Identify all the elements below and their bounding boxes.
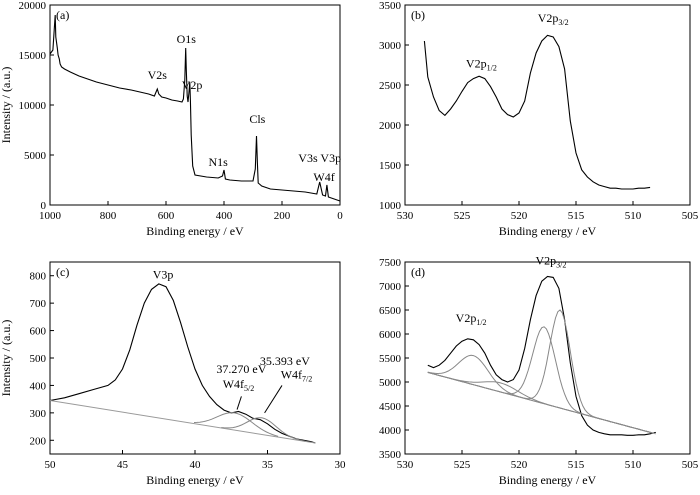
peak-label: N1s: [209, 155, 229, 169]
y-tick-label: 500: [30, 353, 47, 365]
peak-label: V3s V3p: [298, 151, 341, 165]
y-tick-label: 3000: [379, 40, 402, 52]
y-tick-label: 400: [30, 380, 47, 392]
x-tick-label: 530: [397, 459, 414, 471]
y-tick-label: 7500: [379, 257, 402, 269]
y-tick-label: 1500: [379, 160, 402, 172]
y-tick-label: 10000: [19, 100, 47, 112]
x-tick-label: 50: [45, 459, 57, 471]
x-tick-label: 520: [511, 210, 528, 222]
y-tick-label: 200: [30, 435, 47, 447]
y-tick-label: 1000: [379, 200, 402, 212]
x-tick-label: 30: [335, 459, 347, 471]
fit-component: [193, 412, 279, 437]
y-tick-label: 4000: [379, 425, 402, 437]
y-tick-label: 2000: [379, 120, 402, 132]
x-tick-label: 515: [568, 459, 585, 471]
x-tick-label: 800: [100, 210, 117, 222]
y-tick-label: 800: [30, 271, 47, 283]
x-tick-label: 505: [682, 459, 699, 471]
y-tick-label: 3500: [379, 0, 402, 12]
x-axis-title: Binding energy / eV: [146, 473, 244, 487]
panel-tag: (c): [56, 265, 69, 279]
series-line: [423, 34, 651, 190]
x-tick-label: 35: [262, 459, 274, 471]
annotation-arrow: [236, 396, 242, 410]
series-line: [49, 14, 341, 202]
y-tick-label: 4500: [379, 401, 402, 413]
panel-tag: (a): [56, 8, 69, 22]
peak-label: V2p1/2: [456, 311, 487, 327]
x-axis-title: Binding energy / eV: [146, 224, 244, 238]
panel-tag: (b): [411, 8, 425, 22]
peak-label: W4f7/2: [281, 368, 313, 384]
y-tick-label: 15000: [19, 50, 47, 62]
x-tick-label: 1000: [39, 210, 62, 222]
series-line: [49, 283, 316, 444]
y-tick-label: 6500: [379, 305, 402, 317]
peak-label: W4f5/2: [223, 377, 255, 393]
panel-b: 530 525 520 515 510 505 1000 1500 2000 2500 3000 35…: [379, 0, 699, 238]
x-tick-label: 515: [568, 210, 585, 222]
x-axis-title: Binding energy / eV: [499, 224, 597, 238]
peak-label: W4f: [313, 170, 334, 184]
y-tick-label: 5000: [24, 150, 47, 162]
y-tick-label: 2500: [379, 80, 402, 92]
peak-label: V3p: [153, 267, 174, 281]
fit-component: [427, 326, 654, 434]
peak-label: V2p: [182, 78, 203, 92]
peak-label: O1s: [177, 32, 197, 46]
x-tick-label: 525: [454, 459, 471, 471]
y-axis-title: Intensity / (a.u.): [0, 320, 13, 397]
x-tick-label: 40: [190, 459, 202, 471]
baseline-line: [49, 400, 316, 444]
x-tick-label: 525: [454, 210, 471, 222]
x-axis-title: Binding energy / eV: [499, 473, 597, 487]
peak-label: V2p1/2: [466, 56, 497, 72]
series-line: [427, 275, 656, 436]
y-tick-label: 6000: [379, 329, 402, 341]
fit-component: [427, 354, 654, 434]
y-tick-label: 600: [30, 326, 47, 338]
x-tick-label: 0: [337, 210, 343, 222]
x-tick-label: 510: [625, 459, 642, 471]
x-tick-label: 505: [682, 210, 699, 222]
peak-label: V2p3/2: [538, 11, 569, 27]
x-tick-label: 520: [511, 459, 528, 471]
panel-d: 530 525 520 515 510 505 3500 4000 4500 5000 5500 60…: [379, 253, 699, 487]
peak-label: 35.393 eV: [260, 354, 310, 368]
x-tick-label: 200: [274, 210, 291, 222]
plot-frame: [404, 4, 691, 206]
fit-component: [221, 417, 306, 442]
panel-tag: (d): [411, 265, 425, 279]
y-tick-label: 700: [30, 298, 47, 310]
peak-label: Cls: [249, 112, 265, 126]
x-tick-label: 530: [397, 210, 414, 222]
fit-component: [427, 309, 654, 434]
panel-c: 50 45 40 35 30 200 300 400 500 600 700 800 Binding e…: [0, 261, 347, 487]
y-tick-label: 5500: [379, 353, 402, 365]
y-tick-label: 20000: [19, 0, 47, 12]
y-tick-label: 0: [41, 200, 47, 212]
y-tick-label: 7000: [379, 281, 402, 293]
y-axis-title: Intensity / (a.u.): [0, 67, 13, 144]
x-tick-label: 45: [117, 459, 129, 471]
annotation-arrow: [264, 385, 283, 414]
peak-label: 37.270 eV: [216, 362, 266, 376]
x-tick-label: 400: [216, 210, 233, 222]
peak-label: V2s: [148, 68, 168, 82]
peak-label: V2p3/2: [535, 253, 566, 269]
x-tick-label: 600: [158, 210, 175, 222]
x-tick-label: 510: [625, 210, 642, 222]
y-tick-label: 5000: [379, 377, 402, 389]
y-tick-label: 3500: [379, 449, 402, 461]
panel-a: 1000 800 600 400 200 005000100001500020000Bin…: [0, 0, 343, 238]
y-tick-label: 300: [30, 408, 47, 420]
